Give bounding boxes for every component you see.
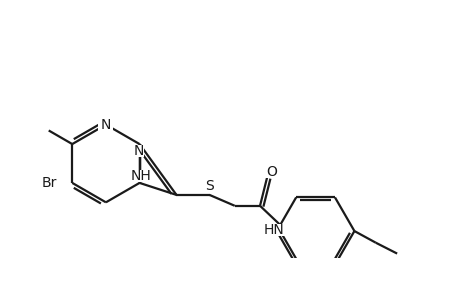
Bar bbox=[263, 224, 284, 236]
Bar bbox=[39, 177, 60, 189]
Text: S: S bbox=[205, 179, 213, 193]
Text: N: N bbox=[133, 144, 143, 158]
Bar bbox=[132, 145, 144, 157]
Text: HN: HN bbox=[263, 224, 284, 237]
Text: N: N bbox=[101, 118, 111, 132]
Bar bbox=[203, 180, 215, 192]
Bar bbox=[265, 167, 277, 178]
Text: NH: NH bbox=[130, 169, 151, 183]
Bar bbox=[98, 119, 113, 130]
Text: O: O bbox=[265, 165, 276, 179]
Text: Br: Br bbox=[42, 176, 57, 190]
Bar bbox=[130, 170, 151, 182]
